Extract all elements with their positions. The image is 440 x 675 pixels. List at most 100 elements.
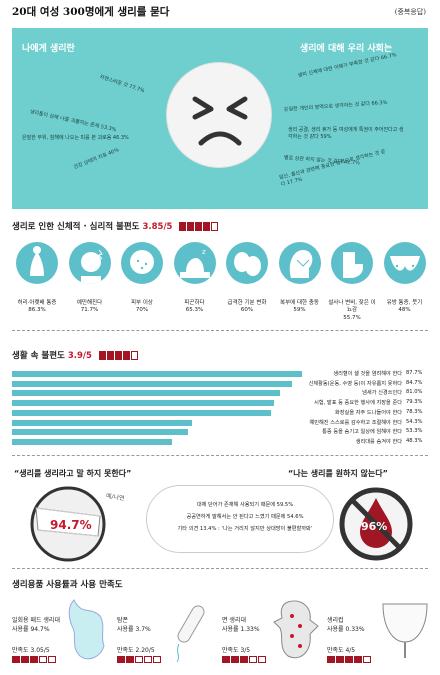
life-bar-label: 신체활동(운동, 수영 등)이 자유롭지 못하다 [308, 380, 402, 387]
product-satisfaction: 만족도 3.05/5 [12, 647, 50, 654]
product-satisfaction: 만족도 3/5 [222, 647, 251, 654]
hero-right-item: 임신, 출산과 관련해 중요한 능력으로 생각하는 것 같다 17.7% [278, 148, 387, 188]
life-bar-row: 시험, 발표 등 중요한 행사에 지장을 준다 79.3% [12, 399, 428, 407]
symptom-label: 유방 통증, 붓기 48% [379, 300, 431, 315]
note-credit: (중복응답) [394, 8, 426, 16]
product-meter [222, 656, 267, 663]
speech-right-value: 96% [361, 520, 388, 533]
life-bar-row: 화장실을 자주 드나들어야 한다 78.3% [12, 408, 428, 416]
life-bar [12, 419, 192, 426]
symptom-name: 유방 통증, 붓기 [386, 300, 423, 306]
reason-item: 대체 단어가 존재해 사용되기 때문에 59.5% [196, 502, 294, 508]
mood-masks-icon [226, 242, 268, 284]
symptom-value: 48% [398, 307, 411, 314]
life-bar-row: 냄새가 신경쓰인다 81.0% [12, 389, 428, 397]
life-bar-row: 예민해진 스스로를 감수하고 조절해야 한다 54.3% [12, 418, 428, 426]
product-name: 일회용 패드 생리대 [12, 617, 60, 624]
life-bar [12, 400, 275, 407]
tampon-icon [165, 596, 225, 670]
life-bar [12, 390, 280, 397]
symptom-value: 71.7% [80, 307, 99, 314]
symptom-name: 설사나 변비, 잦은 이뇨감 [328, 300, 376, 314]
product-name: 생리컵 [327, 617, 344, 624]
product-usage: 사용률 1.33% [222, 626, 260, 633]
life-bar-value: 84.7% [406, 379, 423, 386]
life-bar [12, 429, 189, 436]
life-bar-value: 54.3% [406, 418, 423, 425]
life-score: 3.9/5 [67, 351, 92, 361]
symptom-label: 복부에 대한 충동 59% [274, 300, 326, 315]
symptom-label: 설사나 변비, 잦은 이뇨감 55.7% [326, 300, 378, 322]
product-usage: 사용률 3.7% [117, 626, 151, 633]
product-meter [12, 656, 57, 663]
symptom-value: 86.3% [28, 307, 46, 314]
reason-list: 대체 단어가 존재해 사용되기 때문에 59.5% 공공연하게 말해서는 안 된… [160, 500, 330, 536]
physical-title: 생리로 인한 신체적 · 심리적 불편도 [12, 222, 140, 232]
hero-left-item: 자연스러운 것 77.7% [98, 74, 146, 95]
life-bar-label: 냄새가 신경쓰인다 [362, 390, 402, 397]
product-satisfaction: 만족도 2.20/5 [117, 647, 155, 654]
hero-right-item: 생리 공결, 생리 휴가 등 여성에게 특권이 주어진다고 생각하는 것 같다 … [288, 127, 404, 140]
life-bar-row: 생리대를 숨겨야 한다 48.3% [12, 438, 428, 445]
symptom-value: 70% [135, 307, 149, 314]
symptom-label: 예민해진다 71.7% [64, 300, 116, 315]
sad-face-icon [166, 62, 272, 168]
product-name: 면 생리대 [222, 617, 246, 624]
life-bar-label: 생리대를 숨겨야 한다 [355, 438, 402, 445]
life-bar-label: 생리혈이 샐 것을 염려해야 한다 [333, 371, 402, 377]
symptom-name: 복부에 대한 충동 [280, 300, 319, 306]
censored-mouth-icon [30, 486, 106, 562]
hero-right-label: 생리에 대해 우리 사회는 [300, 44, 393, 54]
symptom-name: 피곤하다 [184, 300, 205, 306]
speech-left-tag: 예/나연 [105, 492, 125, 503]
no-blood-drop-icon [338, 486, 414, 562]
symptom-name: 예민해진다 [76, 300, 103, 306]
product-usage: 사용률 94.7% [12, 626, 50, 633]
reason-item: 공공연하게 말해서는 안 된다고 느꼈기 때문에 54.6% [186, 513, 304, 520]
reason-bubble [146, 485, 334, 553]
divider [12, 330, 428, 331]
symptom-name: 급격한 기분 변화 [227, 300, 267, 306]
cloth-pad-icon [270, 596, 330, 670]
divider [12, 568, 428, 569]
head-icon [278, 242, 321, 284]
symptom-value: 55.7% [343, 314, 361, 321]
life-bar [12, 409, 271, 416]
reason-item: 기타 의견 13.4% : ‘나는 거리지 않지만 상대방이 불편할까봐’ [177, 525, 313, 532]
physical-score: 3.85/5 [142, 222, 173, 232]
life-bar [12, 380, 293, 387]
products-title: 생리용품 사용률과 사용 만족도 [12, 580, 123, 590]
life-bar-label: 통증 등을 숨기고 일상에 임해야 한다 [322, 429, 402, 436]
product-usage: 사용률 0.33% [327, 626, 365, 633]
symptom-value: 60% [240, 307, 254, 314]
life-bar-value: 87.7% [406, 370, 423, 376]
cup-icon [375, 596, 435, 670]
symptom-label: 허리·아랫배 통증 86.3% [11, 300, 63, 315]
speech-right-title: “나는 생리를 원하지 않는다” [288, 469, 388, 478]
life-bar-label: 예민해진 스스로를 감수하고 조절해야 한다 [309, 419, 402, 426]
life-bar-value: 79.3% [406, 399, 423, 406]
life-bar-value: 81.0% [406, 389, 423, 396]
tired-icon: z [173, 242, 216, 284]
skin-icon [121, 242, 163, 284]
life-bar-row: 통증 등을 숨기고 일상에 임해야 한다 53.3% [12, 428, 428, 436]
life-bar-row: 신체활동(운동, 수영 등)이 자유롭지 못하다 84.7% [12, 379, 428, 387]
breast-icon [383, 242, 426, 284]
product-name: 탐폰 [117, 617, 129, 624]
life-bar-value: 78.3% [406, 408, 423, 415]
back-pain-icon [16, 242, 58, 284]
hero-left-item: 건강 상태의 지표 40% [73, 147, 120, 171]
hero-left-item: 은밀한 부위, 침해에 나오는 피를 본 괴로움 46.3% [22, 135, 129, 141]
life-section-title: 생활 속 불편도 3.9/5 [12, 349, 139, 361]
life-meter [98, 351, 139, 360]
product-meter [327, 656, 372, 663]
life-bar-label: 시험, 발표 등 중요한 행사에 지장을 준다 [314, 400, 402, 407]
speech-left-value: 94.7% [50, 518, 92, 532]
symptom-value: 65.3% [185, 307, 204, 314]
divider [12, 455, 428, 456]
life-bar [12, 371, 302, 377]
